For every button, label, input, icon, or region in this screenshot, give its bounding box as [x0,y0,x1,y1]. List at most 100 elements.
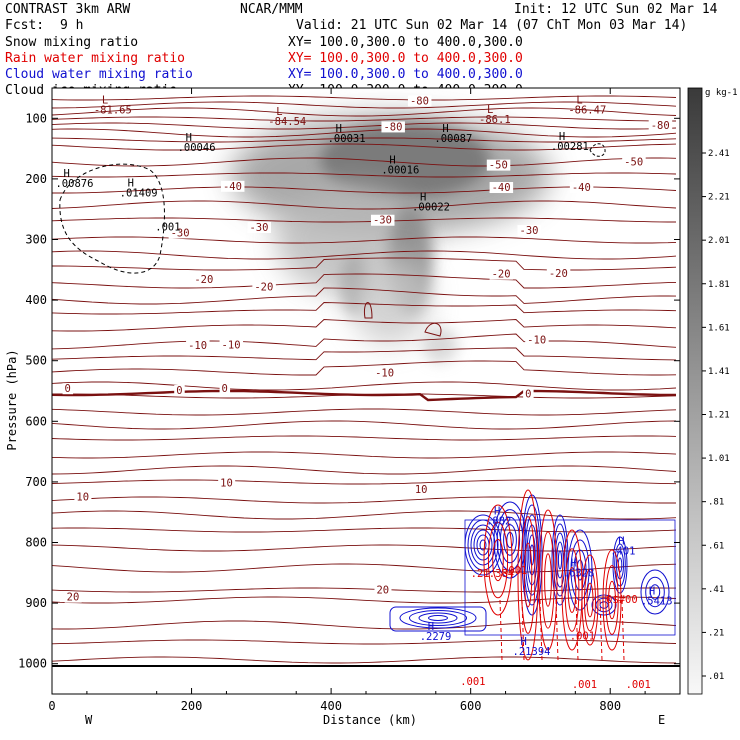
y-tick-label: 900 [25,596,47,610]
colorbar-tick-label: .01 [708,672,724,682]
colorbar-tick-label: .41 [708,585,724,595]
extremum-marker: H [559,131,565,143]
cloud-water-contours [389,494,676,636]
temperature-label-bg [192,274,216,286]
mixing-ratio-label: .001 [570,630,595,642]
y-tick-label: 100 [25,111,47,125]
cloud-water-contour [479,539,487,551]
extremum-marker: H [494,505,500,517]
extremum-value: .00031 [328,133,366,145]
ice-shading [422,327,458,363]
extremum-value: .00876 [55,178,93,190]
temperature-label-bg [525,334,549,346]
extremum-marker: H [428,621,434,633]
temperature-label: -30 [249,222,268,234]
x-tick-label: 0 [48,699,55,713]
cloud-water-contour [503,524,517,556]
fcst-label: Fcst: [5,18,44,33]
temperature-contour [52,128,677,138]
temperature-label: -40 [492,182,511,194]
mixing-ratio-label: .384 [489,568,514,580]
temperature-label-bg [64,591,82,603]
temperature-label-bg [219,339,244,351]
temperature-label: 0 [176,385,182,397]
temperature-label: 20 [376,584,389,596]
temperature-label-bg [622,156,646,168]
extremum-marker: H [63,168,69,180]
rain-water-contour [541,531,555,629]
field-xy: XY= 100.0,300.0 to 400.0,300.0 [288,67,523,82]
temperature-label: -50 [489,160,508,172]
temperature-contour [52,596,677,604]
extremum-value: -84.54 [268,116,306,128]
temperature-contour [52,620,677,630]
temperature-label: -10 [375,367,394,379]
rain-water-contour [538,509,558,651]
rain-water-contour [602,549,622,651]
cloud-water-contour [464,519,676,636]
temperature-label-bg [412,483,430,495]
temperature-label: 10 [415,484,428,496]
temperature-label-bg [218,477,236,489]
extremum-value: .2279 [420,631,452,643]
colorbar-tick-label: 1.61 [708,323,730,333]
rain-water-contour [586,582,594,618]
temperature-contour [52,496,676,504]
colorbar-tick-label: 1.01 [708,454,730,464]
freezing-level-contour [52,389,676,402]
mixing-ratio-label: .21 [471,568,490,580]
temperature-label: 0 [65,383,71,395]
temperature-label: 10 [76,492,89,504]
mixing-ratio-label: .0$#00 [600,594,638,606]
temperature-label-bg [648,120,673,132]
rain-water-contour [581,554,599,646]
temperature-label: 10 [220,478,233,490]
extremum-marker: H [649,585,655,597]
temperature-label-bg [220,180,245,192]
extremum-value: .00046 [178,142,216,154]
temperature-label: -80 [410,95,429,107]
temperature-contour [52,157,677,167]
extremum-value: -86.1 [479,114,511,126]
temperature-label-bg [186,340,210,352]
field-name: Snow mixing ratio [5,35,138,50]
temperature-contour [52,347,677,361]
temperature-label: -10 [222,340,241,352]
temperature-label-bg [523,388,534,400]
rain-water-contour [520,516,536,634]
temperature-label: -20 [492,269,511,281]
temperature-label: 20 [67,592,80,604]
cloud-water-contour [428,615,448,621]
rain-water-contour [523,542,533,608]
colorbar-tick-label: 2.21 [708,193,730,203]
temperature-contour [52,107,677,117]
y-tick-label: 300 [25,233,47,247]
temperature-label: -80 [651,120,670,132]
extremum-marker: H [571,557,577,569]
cloud-water-contour [409,610,467,626]
temperature-label-bg [374,584,392,596]
extremum-value: .00022 [412,201,450,213]
y-tick-label: 500 [25,354,47,368]
x-tick-label: 200 [181,699,203,713]
temperature-contour [52,250,677,260]
extremum-value: .882 [486,515,511,527]
rain-water-contour [621,599,625,661]
rain-water-contour [544,553,552,607]
temperature-contour [52,527,677,533]
extremum-value: .401 [610,546,635,558]
temperature-contour [52,143,677,151]
temperature-contour [52,420,677,430]
extremum-value: -81.65 [94,104,132,116]
rain-water-contour [483,504,513,616]
cloud-water-contour [389,606,487,632]
center-title: NCAR/MMM [240,2,303,17]
mixing-ratio-label: .001 [572,679,597,691]
mixing-ratio-label: .001 [502,565,527,577]
extremum-marker: H [521,636,527,648]
init-time: Init: 12 UTC Sun 02 Mar 14 [514,2,718,17]
temperature-contour [52,122,677,130]
colorbar-tick-label: 2.41 [708,149,730,159]
temperature-label: -10 [527,335,546,347]
temperature-label-bg [546,268,571,280]
